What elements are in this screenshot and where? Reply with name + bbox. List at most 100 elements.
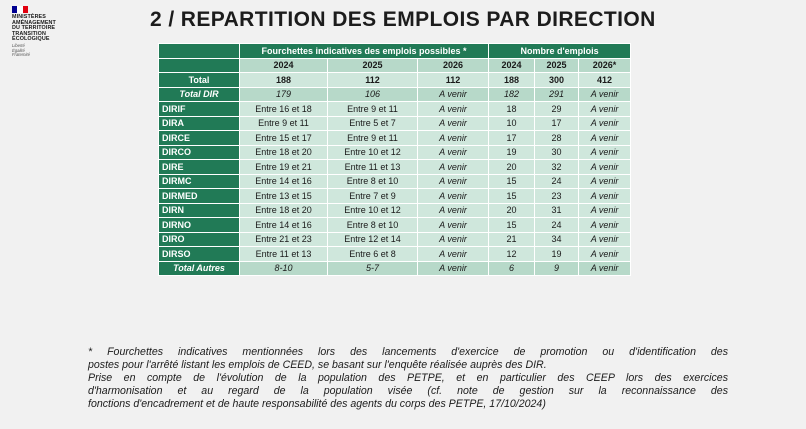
cell: 19 <box>488 144 536 160</box>
cell: Entre 5 et 7 <box>327 115 418 131</box>
cell: Entre 21 et 23 <box>239 231 328 247</box>
cell: 15 <box>488 217 536 233</box>
cell: 12 <box>488 246 536 262</box>
range-group-header: Fourchettes indicatives des emplois poss… <box>238 43 490 59</box>
year-header: 2025 <box>327 57 418 73</box>
cell: 23 <box>534 188 580 204</box>
cell: 188 <box>239 72 328 88</box>
row-label: DIRNO <box>158 217 240 233</box>
cell: A venir <box>578 115 632 131</box>
direction-row: DIRMC Entre 14 et 16 Entre 8 et 10 A venir 1… <box>158 173 632 189</box>
year-header-row: 2024 2025 2026 2024 2025 2026* <box>158 57 632 73</box>
row-label: Total DIR <box>158 86 240 102</box>
cell: 300 <box>534 72 580 88</box>
count-group-header: Nombre d'emplois <box>488 43 632 59</box>
cell: Entre 9 et 11 <box>327 101 418 117</box>
cell: 32 <box>534 159 580 175</box>
cell: 6 <box>488 260 536 276</box>
cell: Entre 14 et 16 <box>239 173 328 189</box>
cell: Entre 9 et 11 <box>327 130 418 146</box>
cell: Entre 11 et 13 <box>239 246 328 262</box>
notes-block: * Fourchettes indicatives mentionnées lo… <box>88 346 728 411</box>
year-header: 2026* <box>578 57 632 73</box>
cell: 21 <box>488 231 536 247</box>
total-dir-row: Total DIR 179 106 A venir 182 291 A veni… <box>158 86 632 102</box>
flag-stripe-blue <box>12 6 18 13</box>
context-note-line: fonctions d'encadrement et de haute resp… <box>88 398 546 410</box>
row-label: DIRE <box>158 159 240 175</box>
total-row: Total 188 112 112 188 300 412 <box>158 72 632 88</box>
cell: 19 <box>534 246 580 262</box>
cell: A venir <box>578 260 632 276</box>
cell: Entre 18 et 20 <box>239 144 328 160</box>
row-label: DIRMED <box>158 188 240 204</box>
cell: 15 <box>488 173 536 189</box>
year-corner-cell <box>158 57 240 73</box>
cell: 20 <box>488 202 536 218</box>
cell: 291 <box>534 86 580 102</box>
cell: A venir <box>416 130 490 146</box>
cell: 28 <box>534 130 580 146</box>
cell: A venir <box>578 101 632 117</box>
row-label: DIRSO <box>158 246 240 262</box>
motto-line: Égalité <box>12 47 25 53</box>
cell: 24 <box>534 173 580 189</box>
cell: Entre 8 et 10 <box>327 217 418 233</box>
year-header: 2024 <box>239 57 328 73</box>
cell: 18 <box>488 101 536 117</box>
ministry-line: DU TERRITOIRE <box>12 25 56 32</box>
french-flag-icon <box>12 6 28 13</box>
direction-row: DIRE Entre 19 et 21 Entre 11 et 13 A venir 2… <box>158 159 632 175</box>
cell: A venir <box>578 130 632 146</box>
row-label: DIRCO <box>158 144 240 160</box>
cell: A venir <box>578 231 632 247</box>
cell: A venir <box>416 260 490 276</box>
row-label: DIRO <box>158 231 240 247</box>
cell: A venir <box>578 188 632 204</box>
year-header: 2024 <box>488 57 536 73</box>
republic-motto: Liberté Égalité Fraternité <box>12 42 74 58</box>
cell: A venir <box>578 217 632 233</box>
total-autres-row: Total Autres 8-10 5-7 A venir 6 9 A venir <box>158 260 632 276</box>
cell: A venir <box>578 159 632 175</box>
corner-cell <box>158 43 240 59</box>
cell: 31 <box>534 202 580 218</box>
ministry-name: MINISTÈRES AMÉNAGEMENT DU TERRITOIRE TRA… <box>12 14 74 43</box>
motto-line: Liberté <box>12 42 25 48</box>
cell: A venir <box>416 115 490 131</box>
cell: 17 <box>534 115 580 131</box>
cell: A venir <box>416 202 490 218</box>
cell: Entre 8 et 10 <box>327 173 418 189</box>
direction-row: DIRN Entre 18 et 20 Entre 10 et 12 A venir 2… <box>158 202 632 218</box>
row-label: DIRMC <box>158 173 240 189</box>
direction-row: DIRNO Entre 14 et 16 Entre 8 et 10 A venir 1… <box>158 217 632 233</box>
year-header: 2025 <box>534 57 580 73</box>
ministry-line: ÉCOLOGIQUE <box>12 36 50 43</box>
cell: 5-7 <box>327 260 418 276</box>
direction-row: DIRCO Entre 18 et 20 Entre 10 et 12 A venir… <box>158 144 632 160</box>
cell: A venir <box>416 173 490 189</box>
cell: Entre 10 et 12 <box>327 144 418 160</box>
cell: 15 <box>488 188 536 204</box>
cell: 106 <box>327 86 418 102</box>
cell: Entre 18 et 20 <box>239 202 328 218</box>
flag-stripe-red <box>22 6 28 13</box>
page-title: 2 / REPARTITION DES EMPLOIS PAR DIRECTIO… <box>150 8 656 31</box>
cell: Entre 9 et 11 <box>239 115 328 131</box>
cell: A venir <box>578 246 632 262</box>
cell: Entre 10 et 12 <box>327 202 418 218</box>
cell: 8-10 <box>239 260 328 276</box>
cell: Entre 13 et 15 <box>239 188 328 204</box>
cell: A venir <box>416 101 490 117</box>
direction-row: DIRO Entre 21 et 23 Entre 12 et 14 A venir 2… <box>158 231 632 247</box>
direction-row: DIRIF Entre 16 et 18 Entre 9 et 11 A venir 1… <box>158 101 632 117</box>
cell: 412 <box>578 72 632 88</box>
cell: 112 <box>416 72 490 88</box>
cell: 29 <box>534 101 580 117</box>
flag-stripe-white <box>17 6 23 13</box>
cell: A venir <box>416 188 490 204</box>
cell: A venir <box>416 231 490 247</box>
cell: A venir <box>416 144 490 160</box>
